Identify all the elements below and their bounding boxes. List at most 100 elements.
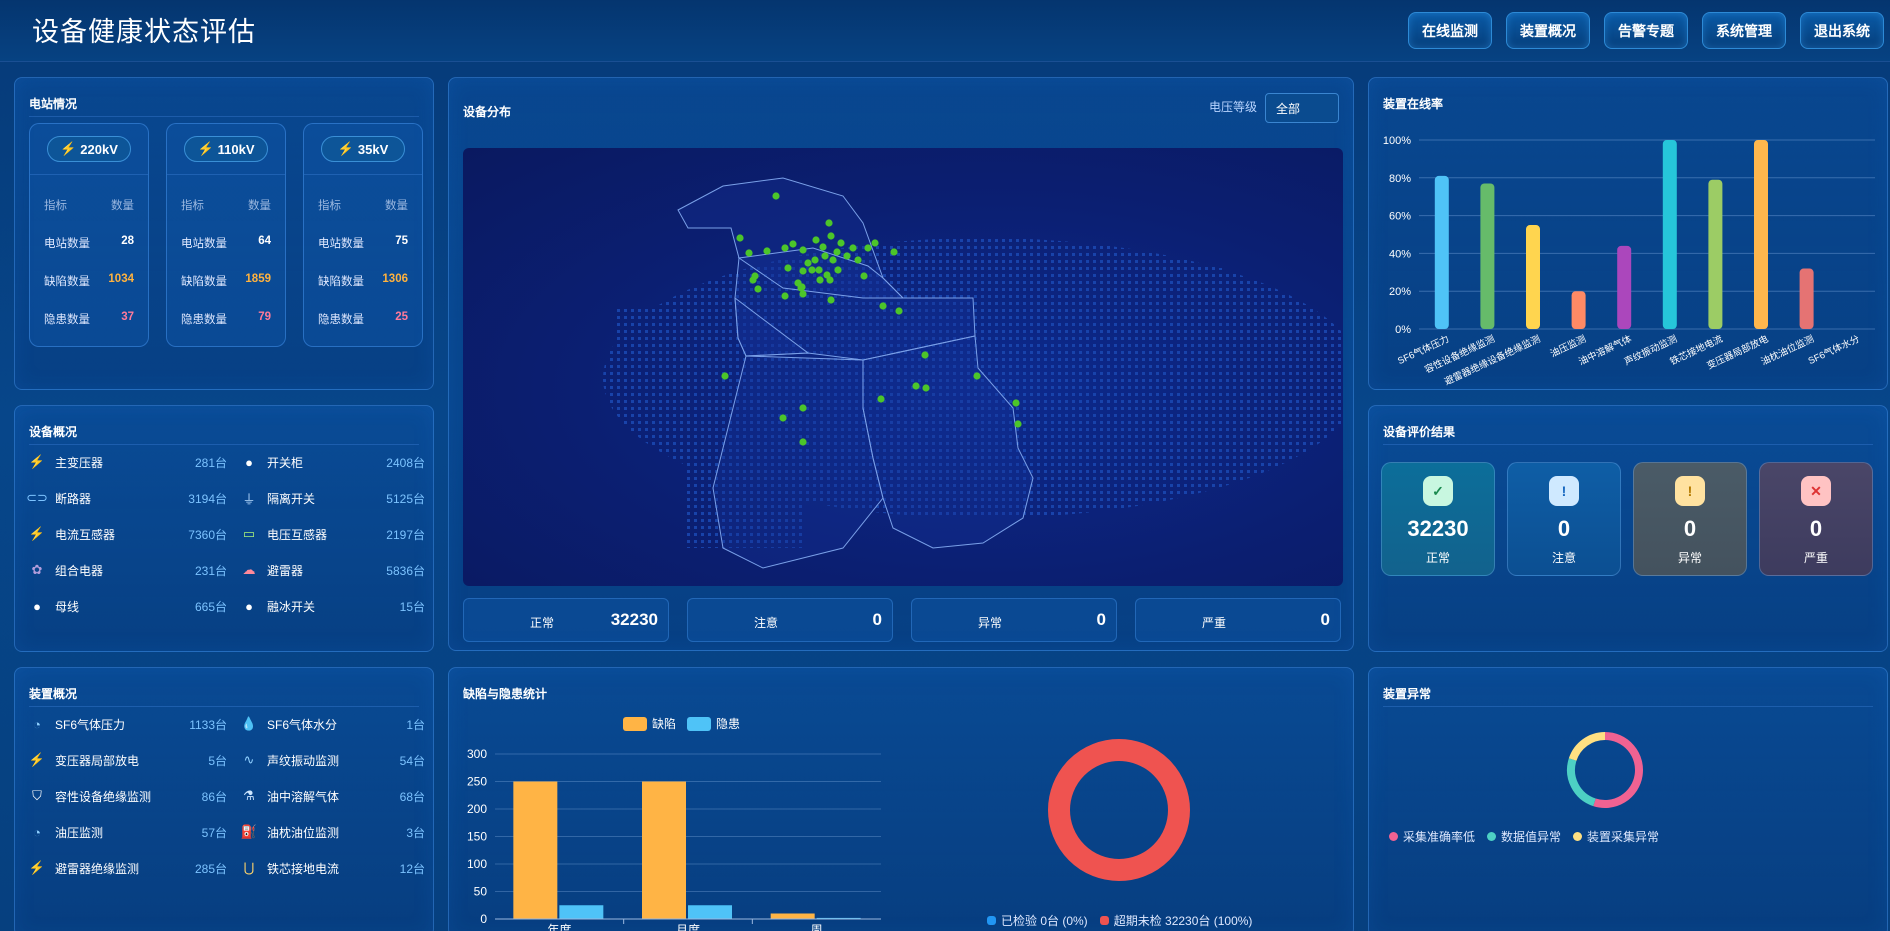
evaluation-card[interactable]: ✓ 32230 正常 — [1381, 462, 1495, 576]
list-item: ⚡ 主变压器 281台 — [29, 452, 227, 472]
item-count: 7360台 — [188, 527, 227, 542]
header-indicator: 指标 — [318, 200, 341, 212]
nav-system-manage-button[interactable]: 系统管理 — [1702, 12, 1786, 49]
nav-online-monitor-button[interactable]: 在线监测 — [1408, 12, 1492, 49]
list-item: ⚡ 电流互感器 7360台 — [29, 524, 227, 544]
voltage-select[interactable]: 全部 — [1265, 93, 1339, 123]
legend-value-anomaly: 数据值异常 — [1501, 830, 1562, 844]
device-marker — [808, 266, 816, 274]
row-value: 1859 — [245, 273, 271, 285]
device-marker — [821, 252, 829, 260]
donut-slice — [1593, 732, 1643, 808]
circle-icon: ● — [245, 598, 253, 614]
status-stat[interactable]: 严重 0 — [1135, 598, 1341, 642]
anomaly-panel: 装置异常 采集准确率低 数据值异常 装置采集异常 — [1368, 667, 1888, 931]
shield-icon: ⛉ — [32, 788, 42, 803]
stat-value: 0 — [1096, 610, 1106, 629]
item-count: 285台 — [194, 861, 227, 876]
nav-logout-button[interactable]: 退出系统 — [1800, 12, 1884, 49]
device-marker — [895, 307, 903, 315]
evaluation-count: 0 — [1683, 516, 1697, 541]
status-stat[interactable]: 注意 0 — [687, 598, 893, 642]
device-marker — [826, 276, 834, 284]
cluster-icon: ✿ — [31, 562, 43, 577]
bolt-icon: ⚡ — [60, 141, 77, 156]
y-tick-label: 200 — [467, 802, 487, 816]
close-icon: ✕ — [1801, 476, 1831, 506]
rate-bar — [1571, 291, 1586, 329]
item-count: 15台 — [399, 599, 425, 614]
row-value: 28 — [121, 235, 134, 247]
voltage-card: ⚡ 35kV 指标 数量 电站数量 75 缺陷数量 1306 隐患数量 25 — [303, 123, 423, 347]
status-stat[interactable]: 正常 32230 — [463, 598, 669, 642]
device-marker — [879, 302, 887, 310]
item-name: 铁芯接地电流 — [267, 861, 340, 876]
region-outline — [677, 177, 1034, 569]
list-item: ⚡ 变压器局部放电 5台 — [29, 750, 227, 770]
device-panel: 装置概况 ◔ SF6气体压力 1133台 💧 SF6气体水分 1台 ⚡ 变压器局部放电 5台 ∿ 声… — [14, 667, 434, 931]
toggle-icon: ⊂⊃ — [26, 490, 48, 505]
item-name: 变压器局部放电 — [55, 753, 140, 768]
table-header: 指标 数量 — [44, 197, 134, 213]
y-tick-label: 250 — [467, 775, 487, 789]
device-marker — [799, 267, 807, 275]
item-name: 隔离开关 — [267, 491, 316, 506]
item-name: 融冰开关 — [267, 599, 316, 614]
voltage-label: 电压等级 — [1208, 100, 1257, 114]
device-marker — [864, 244, 872, 252]
online-rate-chart: 0%20%40%60%80%100%SF6气体压力容性设备绝缘监测避雷器绝缘设备… — [1383, 135, 1875, 388]
evaluation-card[interactable]: ! 0 注意 — [1507, 462, 1621, 576]
top-nav: 在线监测 装置概况 告警专题 系统管理 退出系统 — [1408, 12, 1884, 49]
legend-inspected: 已检验 0台 (0%) — [1001, 914, 1088, 928]
device-marker — [763, 247, 771, 255]
device-map[interactable] — [463, 148, 1343, 586]
anomaly-legend: 采集准确率低 数据值异常 装置采集异常 — [1389, 828, 1659, 845]
stat-value: 0 — [872, 610, 882, 629]
droplet-icon: 💧 — [240, 716, 258, 731]
device-marker — [721, 372, 729, 380]
device-marker — [799, 290, 807, 298]
list-item: ☁ 避雷器 5836台 — [241, 560, 426, 580]
defect-bar — [770, 913, 815, 919]
nav-alarm-topic-button[interactable]: 告警专题 — [1604, 12, 1688, 49]
item-count: 281台 — [194, 455, 227, 470]
legend-overdue: 超期未检 32230台 (100%) — [1113, 914, 1253, 928]
header-bar: 设备健康状态评估 在线监测 装置概况 告警专题 系统管理 退出系统 — [0, 0, 1890, 62]
row-value: 25 — [395, 311, 408, 323]
defect-bar — [513, 781, 558, 919]
device-marker — [837, 239, 845, 247]
device-marker — [779, 414, 787, 422]
rate-bar — [1617, 245, 1632, 329]
row-value: 37 — [121, 311, 134, 323]
voltage-card: ⚡ 220kV 指标 数量 电站数量 28 缺陷数量 1034 隐患数量 37 — [29, 123, 149, 347]
row-label: 缺陷数量 — [318, 276, 364, 288]
list-item: ● 开关柜 2408台 — [241, 452, 425, 472]
device-marker — [871, 239, 879, 247]
status-stat[interactable]: 异常 0 — [911, 598, 1117, 642]
item-name: 避雷器 — [267, 563, 304, 578]
nav-device-overview-button[interactable]: 装置概况 — [1506, 12, 1590, 49]
legend-swatch — [623, 717, 647, 731]
item-name: 避雷器绝缘监测 — [55, 861, 140, 876]
device-markers — [721, 192, 1022, 446]
evaluation-card[interactable]: ! 0 异常 — [1633, 462, 1747, 576]
item-count: 57台 — [201, 825, 227, 840]
evaluation-card[interactable]: ✕ 0 严重 — [1759, 462, 1873, 576]
voltage-badge: ⚡ 110kV — [184, 136, 268, 162]
device-marker — [797, 284, 805, 292]
defect-panel: 缺陷与隐患统计 0 50 100 150 200 250 300 年度 月度 周 缺陷 隐患 已检验 … — [448, 667, 1354, 931]
panel-title: 缺陷与隐患统计 — [463, 687, 548, 701]
header-quantity: 数量 — [248, 200, 271, 212]
y-tick-label: 150 — [467, 830, 487, 844]
header-quantity: 数量 — [111, 200, 134, 212]
device-marker — [799, 246, 807, 254]
legend-swatch — [687, 717, 711, 731]
header-indicator: 指标 — [181, 200, 204, 212]
voltage-level: 220kV — [80, 141, 118, 157]
map-svg — [603, 177, 1343, 569]
inspection-donut-chart — [1048, 739, 1190, 881]
device-marker — [922, 384, 930, 392]
device-marker — [819, 243, 827, 251]
device-marker — [912, 382, 920, 390]
panel-title: 装置在线率 — [1383, 97, 1444, 111]
